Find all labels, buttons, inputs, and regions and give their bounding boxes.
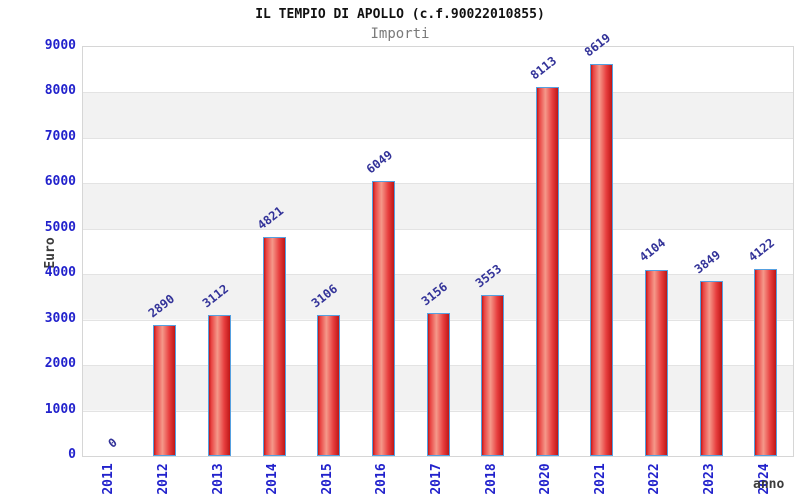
x-tick-label: 2021 — [592, 463, 608, 495]
y-tick-label: 9000 — [44, 38, 76, 53]
bar-value-label: 3849 — [691, 247, 723, 277]
bar-value-label: 6049 — [363, 147, 396, 177]
bar — [754, 268, 778, 456]
y-tick-label: 1000 — [44, 401, 76, 417]
bar — [426, 312, 450, 456]
bar — [317, 314, 341, 456]
bar — [481, 294, 505, 456]
y-tick-label: 0 — [68, 447, 76, 462]
y-tick-label: 2000 — [44, 356, 76, 372]
bar — [535, 87, 559, 456]
x-tick-label: 2016 — [374, 463, 390, 495]
x-tick-label: 2022 — [647, 463, 663, 495]
bar-value-label: 4122 — [746, 235, 778, 265]
y-tick-label: 8000 — [44, 83, 76, 99]
bar-value-label: 3156 — [418, 279, 450, 308]
plot-area: 0 2890 3112 4821 3106 6049 3156 3553 8113 8619 410… — [82, 31, 794, 457]
bar-value-label: 3553 — [472, 261, 505, 290]
bar — [371, 181, 395, 456]
bar-value-label: 4104 — [636, 236, 669, 265]
gridline — [83, 274, 793, 276]
gridline — [83, 92, 793, 94]
x-axis-title: anno — [753, 477, 785, 492]
bar-value-label: 8113 — [527, 53, 559, 83]
x-tick-label: 2011 — [101, 463, 117, 495]
y-tick-label: 5000 — [44, 219, 76, 235]
bar — [590, 64, 614, 456]
chart-title: IL TEMPIO DI APOLLO (c.f.90022010855) — [255, 7, 545, 22]
bar — [208, 314, 232, 456]
bar-value-label: 0 — [105, 435, 120, 451]
x-tick-label: 2020 — [538, 463, 554, 495]
chart-subtitle: Importi — [370, 26, 430, 42]
y-tick-label: 4000 — [44, 265, 76, 281]
bar-value-label: 3112 — [199, 281, 232, 310]
y-tick-label: 7000 — [44, 128, 76, 144]
gridline — [83, 137, 793, 139]
y-tick-label: 3000 — [44, 310, 76, 326]
x-tick-label: 2023 — [702, 463, 718, 495]
y-tick-label: 6000 — [44, 174, 76, 190]
x-tick-label: 2018 — [483, 463, 499, 495]
bar — [262, 236, 286, 456]
x-tick-label: 2014 — [265, 463, 281, 495]
bar-value-label: 2890 — [145, 291, 177, 321]
bar — [644, 269, 668, 456]
x-tick-label: 2017 — [429, 463, 444, 495]
bar — [153, 324, 177, 456]
bar-value-label: 3106 — [309, 281, 341, 311]
x-tick-label: 2015 — [319, 463, 335, 495]
bar — [699, 281, 723, 456]
x-tick-label: 2012 — [155, 463, 171, 495]
gridline — [83, 228, 793, 230]
gridline — [83, 183, 793, 185]
x-tick-label: 2013 — [210, 463, 226, 495]
